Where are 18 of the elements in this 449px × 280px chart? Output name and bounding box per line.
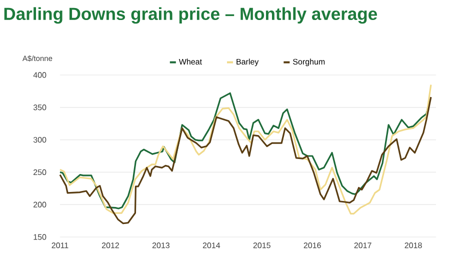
y-tick-label: 150 bbox=[34, 234, 46, 240]
x-tick-label: 2013 bbox=[152, 242, 170, 248]
y-tick-label: 200 bbox=[34, 202, 46, 208]
y-tick-label: 400 bbox=[33, 72, 46, 78]
x-tick-label: 2014 bbox=[202, 242, 220, 248]
x-tick-label: 2016 bbox=[304, 242, 321, 248]
legend-label: Wheat bbox=[178, 58, 202, 65]
x-tick-label: 2011 bbox=[52, 242, 68, 248]
y-tick-label: 300 bbox=[33, 136, 46, 143]
legend-label: Sorghum bbox=[293, 58, 325, 66]
legend-label: Barley bbox=[236, 58, 259, 66]
y-tick-label: 250 bbox=[34, 169, 46, 176]
x-tick-label: 2015 bbox=[253, 242, 270, 248]
x-tick-label: 2018 bbox=[404, 242, 422, 248]
x-tick-label: 2017 bbox=[354, 242, 372, 248]
chart-title: Darling Downs grain price – Monthly average bbox=[4, 7, 378, 24]
x-tick-label: 2012 bbox=[102, 242, 119, 248]
y-tick-label: 350 bbox=[33, 104, 46, 110]
